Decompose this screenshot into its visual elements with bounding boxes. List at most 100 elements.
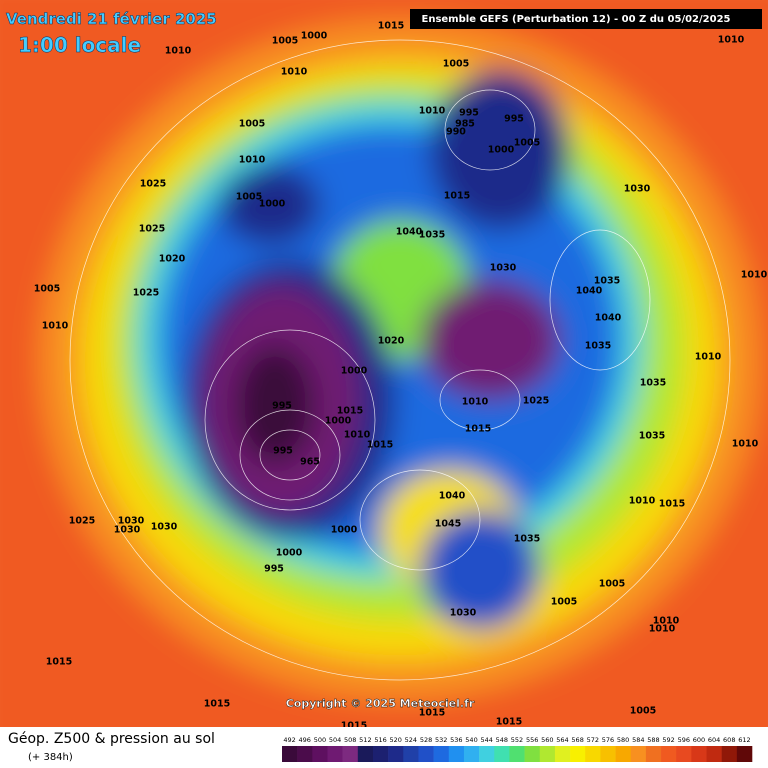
pressure-label: 995: [504, 114, 524, 125]
colorbar-cell: [282, 746, 298, 762]
pressure-label: 1015: [419, 708, 445, 719]
pressure-label: 1000: [331, 525, 358, 536]
colorbar-cell: [479, 746, 495, 762]
colorbar-tick: 584: [632, 736, 644, 744]
colorbar-tick: 592: [662, 736, 674, 744]
legend-lead: (+ 384h): [28, 752, 73, 763]
colorbar-tick: 520: [389, 736, 401, 744]
pressure-label: 1025: [133, 288, 159, 299]
pressure-label: 1005: [630, 706, 656, 717]
pressure-label: 1000: [341, 366, 368, 377]
pressure-label: 1005: [599, 579, 625, 590]
pressure-label: 1010: [281, 67, 308, 78]
pressure-label: 1015: [367, 440, 393, 451]
colorbar-cell: [509, 746, 525, 762]
run-box: [410, 9, 762, 29]
colorbar-tick: 532: [435, 736, 447, 744]
pressure-label: 1035: [594, 276, 620, 287]
colorbar-cell: [463, 746, 480, 762]
pressure-label: 990: [446, 127, 466, 138]
colorbar-tick: 588: [647, 736, 659, 744]
run-info: Ensemble GEFS (Perturbation 12) - 00 Z d…: [422, 14, 731, 25]
pressure-label: 1010: [653, 616, 680, 627]
pressure-label: 1015: [465, 424, 491, 435]
pressure-label: 1005: [34, 284, 60, 295]
pressure-label: 1010: [42, 321, 69, 332]
pressure-label: 1040: [396, 227, 423, 238]
colorbar-tick: 544: [480, 736, 492, 744]
colorbar-cell: [403, 746, 419, 762]
colorbar-cell: [524, 746, 541, 762]
colorbar-tick: 608: [723, 736, 735, 744]
pressure-label: 1010: [462, 397, 489, 408]
pressure-label: 1010: [695, 352, 722, 363]
colorbar: 492 496 500 504 508 512 516 520 524 528 532 536 540 5…: [282, 736, 753, 762]
isobars: [69, 39, 731, 681]
pressure-label: 1000: [276, 548, 303, 559]
pressure-label: 1015: [204, 699, 230, 710]
pressure-label: 1015: [659, 499, 685, 510]
pressure-label: 1025: [139, 224, 165, 235]
pressure-label: 1030: [118, 516, 145, 527]
pressure-label: 1010: [629, 496, 656, 507]
colorbar-cell: [327, 746, 343, 762]
colorbar-cell: [721, 746, 738, 762]
pressure-label: 1035: [639, 431, 665, 442]
colorbar-cell: [312, 746, 328, 762]
pressure-label: 1000: [325, 416, 352, 427]
colorbar-tick: 580: [617, 736, 629, 744]
colorbar-cell: [494, 746, 510, 762]
colorbar-cell: [554, 746, 571, 762]
colorbar-tick: 604: [708, 736, 720, 744]
colorbar-cell: [342, 746, 359, 762]
colorbar-cell: [676, 746, 692, 762]
pressure-label: 995: [459, 108, 479, 119]
colorbar-tick: 612: [738, 736, 750, 744]
pressure-label: 1045: [435, 519, 461, 530]
colorbar-cell: [418, 746, 434, 762]
pressure-label: 1025: [140, 179, 166, 190]
pressure-label: 1040: [595, 313, 622, 324]
pressure-label: 1040: [576, 286, 603, 297]
pressure-label: 1020: [378, 336, 405, 347]
colorbar-tick: 572: [587, 736, 599, 744]
map-date: Vendredi 21 février 2025: [6, 10, 217, 28]
colorbar-cell: [570, 746, 586, 762]
pressure-label: 1010: [344, 430, 371, 441]
pressure-label: 965: [300, 457, 320, 468]
pressure-label: 1015: [496, 717, 522, 728]
pressure-label: 1035: [640, 378, 666, 389]
colorbar-tick: 504: [329, 736, 341, 744]
colorbar-cell: [433, 746, 450, 762]
pressure-label: 1000: [301, 31, 328, 42]
colorbar-tick: 516: [374, 736, 386, 744]
pressure-label: 1010: [165, 46, 192, 57]
pressure-label: 1005: [514, 138, 540, 149]
colorbar-tick: 512: [359, 736, 371, 744]
pressure-label: 1035: [514, 534, 540, 545]
colorbar-tick: 596: [678, 736, 690, 744]
colorbar-cell: [645, 746, 662, 762]
pressure-label: 1020: [159, 254, 186, 265]
pressure-label: 1010: [732, 439, 759, 450]
colorbar-cell: [736, 746, 753, 762]
legend-title: Géop. Z500 & pression au sol: [8, 731, 215, 747]
colorbar-cell: [372, 746, 389, 762]
colorbar-tick: 600: [693, 736, 705, 744]
pressure-label: 1025: [523, 396, 549, 407]
pressure-label: 1030: [114, 525, 141, 536]
pressure-label: 1030: [151, 522, 178, 533]
pressure-label: 1005: [272, 36, 298, 47]
colorbar-tick: 508: [344, 736, 356, 744]
colorbar-tick: 564: [556, 736, 568, 744]
colorbar-tick: 492: [283, 736, 295, 744]
pressure-label: 1025: [69, 516, 95, 527]
colorbar-cell: [448, 746, 465, 762]
pressure-label: 1015: [378, 21, 404, 32]
pressure-label: 1030: [490, 263, 517, 274]
colorbar-cell: [615, 746, 632, 762]
pressure-label: 1030: [450, 608, 477, 619]
